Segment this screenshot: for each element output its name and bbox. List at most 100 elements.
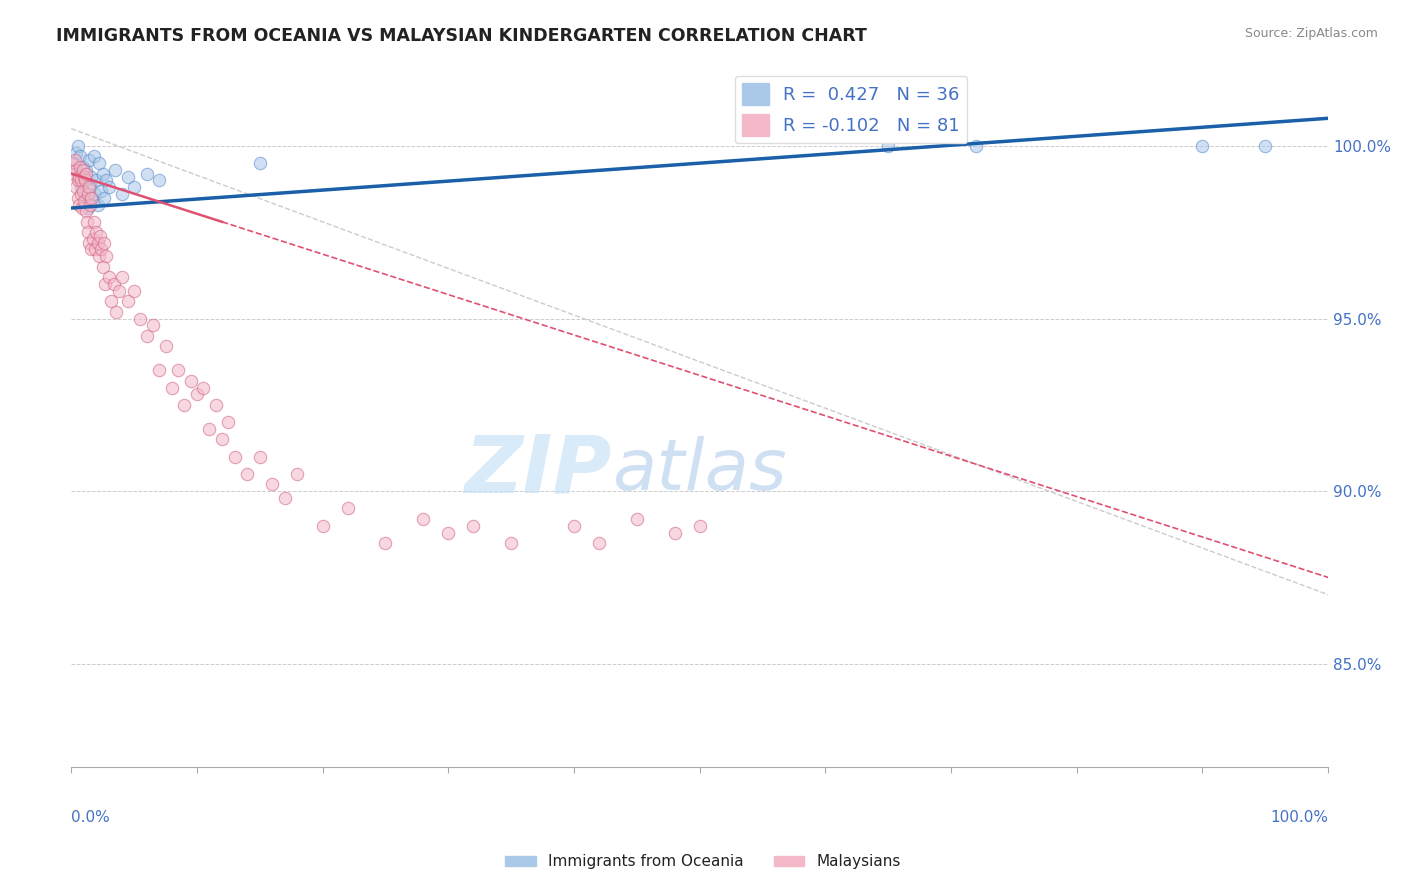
Point bbox=[1191, 139, 1213, 153]
Point bbox=[91, 167, 114, 181]
Point bbox=[94, 277, 117, 291]
Point bbox=[588, 536, 610, 550]
Point bbox=[70, 201, 93, 215]
Point bbox=[626, 512, 648, 526]
Point bbox=[82, 194, 104, 208]
Point bbox=[336, 501, 359, 516]
Point bbox=[104, 163, 127, 178]
Point bbox=[463, 518, 485, 533]
Point bbox=[75, 173, 97, 187]
Point bbox=[877, 139, 900, 153]
Point bbox=[211, 433, 233, 447]
Point bbox=[117, 169, 139, 184]
Point bbox=[135, 328, 157, 343]
Point bbox=[103, 277, 125, 291]
Point bbox=[198, 422, 221, 436]
Point bbox=[77, 153, 100, 167]
Point bbox=[89, 228, 111, 243]
Point bbox=[65, 145, 87, 160]
Point bbox=[75, 163, 97, 178]
Point bbox=[142, 318, 165, 333]
Point bbox=[90, 243, 112, 257]
Point bbox=[204, 398, 226, 412]
Point bbox=[76, 201, 98, 215]
Point bbox=[965, 139, 987, 153]
Point bbox=[287, 467, 309, 481]
Point bbox=[67, 167, 90, 181]
Point bbox=[93, 191, 115, 205]
Text: Source: ZipAtlas.com: Source: ZipAtlas.com bbox=[1244, 27, 1378, 40]
Point bbox=[75, 191, 97, 205]
Point bbox=[83, 149, 105, 163]
Point bbox=[160, 380, 183, 394]
Point bbox=[562, 518, 585, 533]
Point bbox=[86, 235, 108, 250]
Point bbox=[87, 249, 110, 263]
Point bbox=[148, 173, 170, 187]
Legend: R =  0.427   N = 36, R = -0.102   N = 81: R = 0.427 N = 36, R = -0.102 N = 81 bbox=[734, 76, 967, 144]
Point bbox=[84, 187, 107, 202]
Point bbox=[236, 467, 259, 481]
Point bbox=[77, 180, 100, 194]
Point bbox=[180, 374, 202, 388]
Point bbox=[97, 180, 120, 194]
Point bbox=[167, 363, 190, 377]
Point bbox=[86, 173, 108, 187]
Legend: Immigrants from Oceania, Malaysians: Immigrants from Oceania, Malaysians bbox=[499, 848, 907, 875]
Point bbox=[224, 450, 246, 464]
Point bbox=[82, 232, 104, 246]
Point bbox=[412, 512, 434, 526]
Point bbox=[193, 380, 215, 394]
Point bbox=[689, 518, 711, 533]
Text: IMMIGRANTS FROM OCEANIA VS MALAYSIAN KINDERGARTEN CORRELATION CHART: IMMIGRANTS FROM OCEANIA VS MALAYSIAN KIN… bbox=[56, 27, 868, 45]
Point bbox=[72, 163, 94, 178]
Point bbox=[73, 173, 96, 187]
Text: 100.0%: 100.0% bbox=[1270, 810, 1329, 825]
Point bbox=[186, 387, 208, 401]
Point bbox=[155, 339, 177, 353]
Text: 0.0%: 0.0% bbox=[72, 810, 110, 825]
Point bbox=[79, 177, 101, 191]
Point bbox=[664, 525, 686, 540]
Point bbox=[79, 197, 101, 211]
Point bbox=[374, 536, 396, 550]
Point bbox=[249, 450, 271, 464]
Point bbox=[100, 294, 122, 309]
Point bbox=[66, 139, 89, 153]
Point bbox=[76, 215, 98, 229]
Point bbox=[96, 249, 118, 263]
Point bbox=[105, 304, 128, 318]
Point bbox=[110, 270, 132, 285]
Point bbox=[129, 311, 152, 326]
Point bbox=[75, 204, 97, 219]
Point bbox=[72, 184, 94, 198]
Point bbox=[73, 194, 96, 208]
Point bbox=[217, 415, 239, 429]
Point bbox=[66, 173, 89, 187]
Point bbox=[80, 243, 103, 257]
Point bbox=[77, 225, 100, 239]
Point bbox=[274, 491, 297, 505]
Point bbox=[70, 180, 93, 194]
Point bbox=[75, 167, 97, 181]
Point bbox=[67, 191, 90, 205]
Point bbox=[501, 536, 523, 550]
Point bbox=[83, 215, 105, 229]
Point bbox=[97, 270, 120, 285]
Point bbox=[84, 243, 107, 257]
Point bbox=[437, 525, 460, 540]
Point bbox=[90, 184, 112, 198]
Point bbox=[76, 187, 98, 202]
Point bbox=[86, 197, 108, 211]
Point bbox=[122, 284, 145, 298]
Point bbox=[262, 477, 284, 491]
Point bbox=[65, 163, 87, 178]
Point bbox=[173, 398, 195, 412]
Point bbox=[311, 518, 333, 533]
Point bbox=[96, 173, 118, 187]
Point bbox=[110, 187, 132, 202]
Point bbox=[67, 197, 90, 211]
Point bbox=[69, 187, 91, 202]
Point bbox=[86, 225, 108, 239]
Point bbox=[122, 180, 145, 194]
